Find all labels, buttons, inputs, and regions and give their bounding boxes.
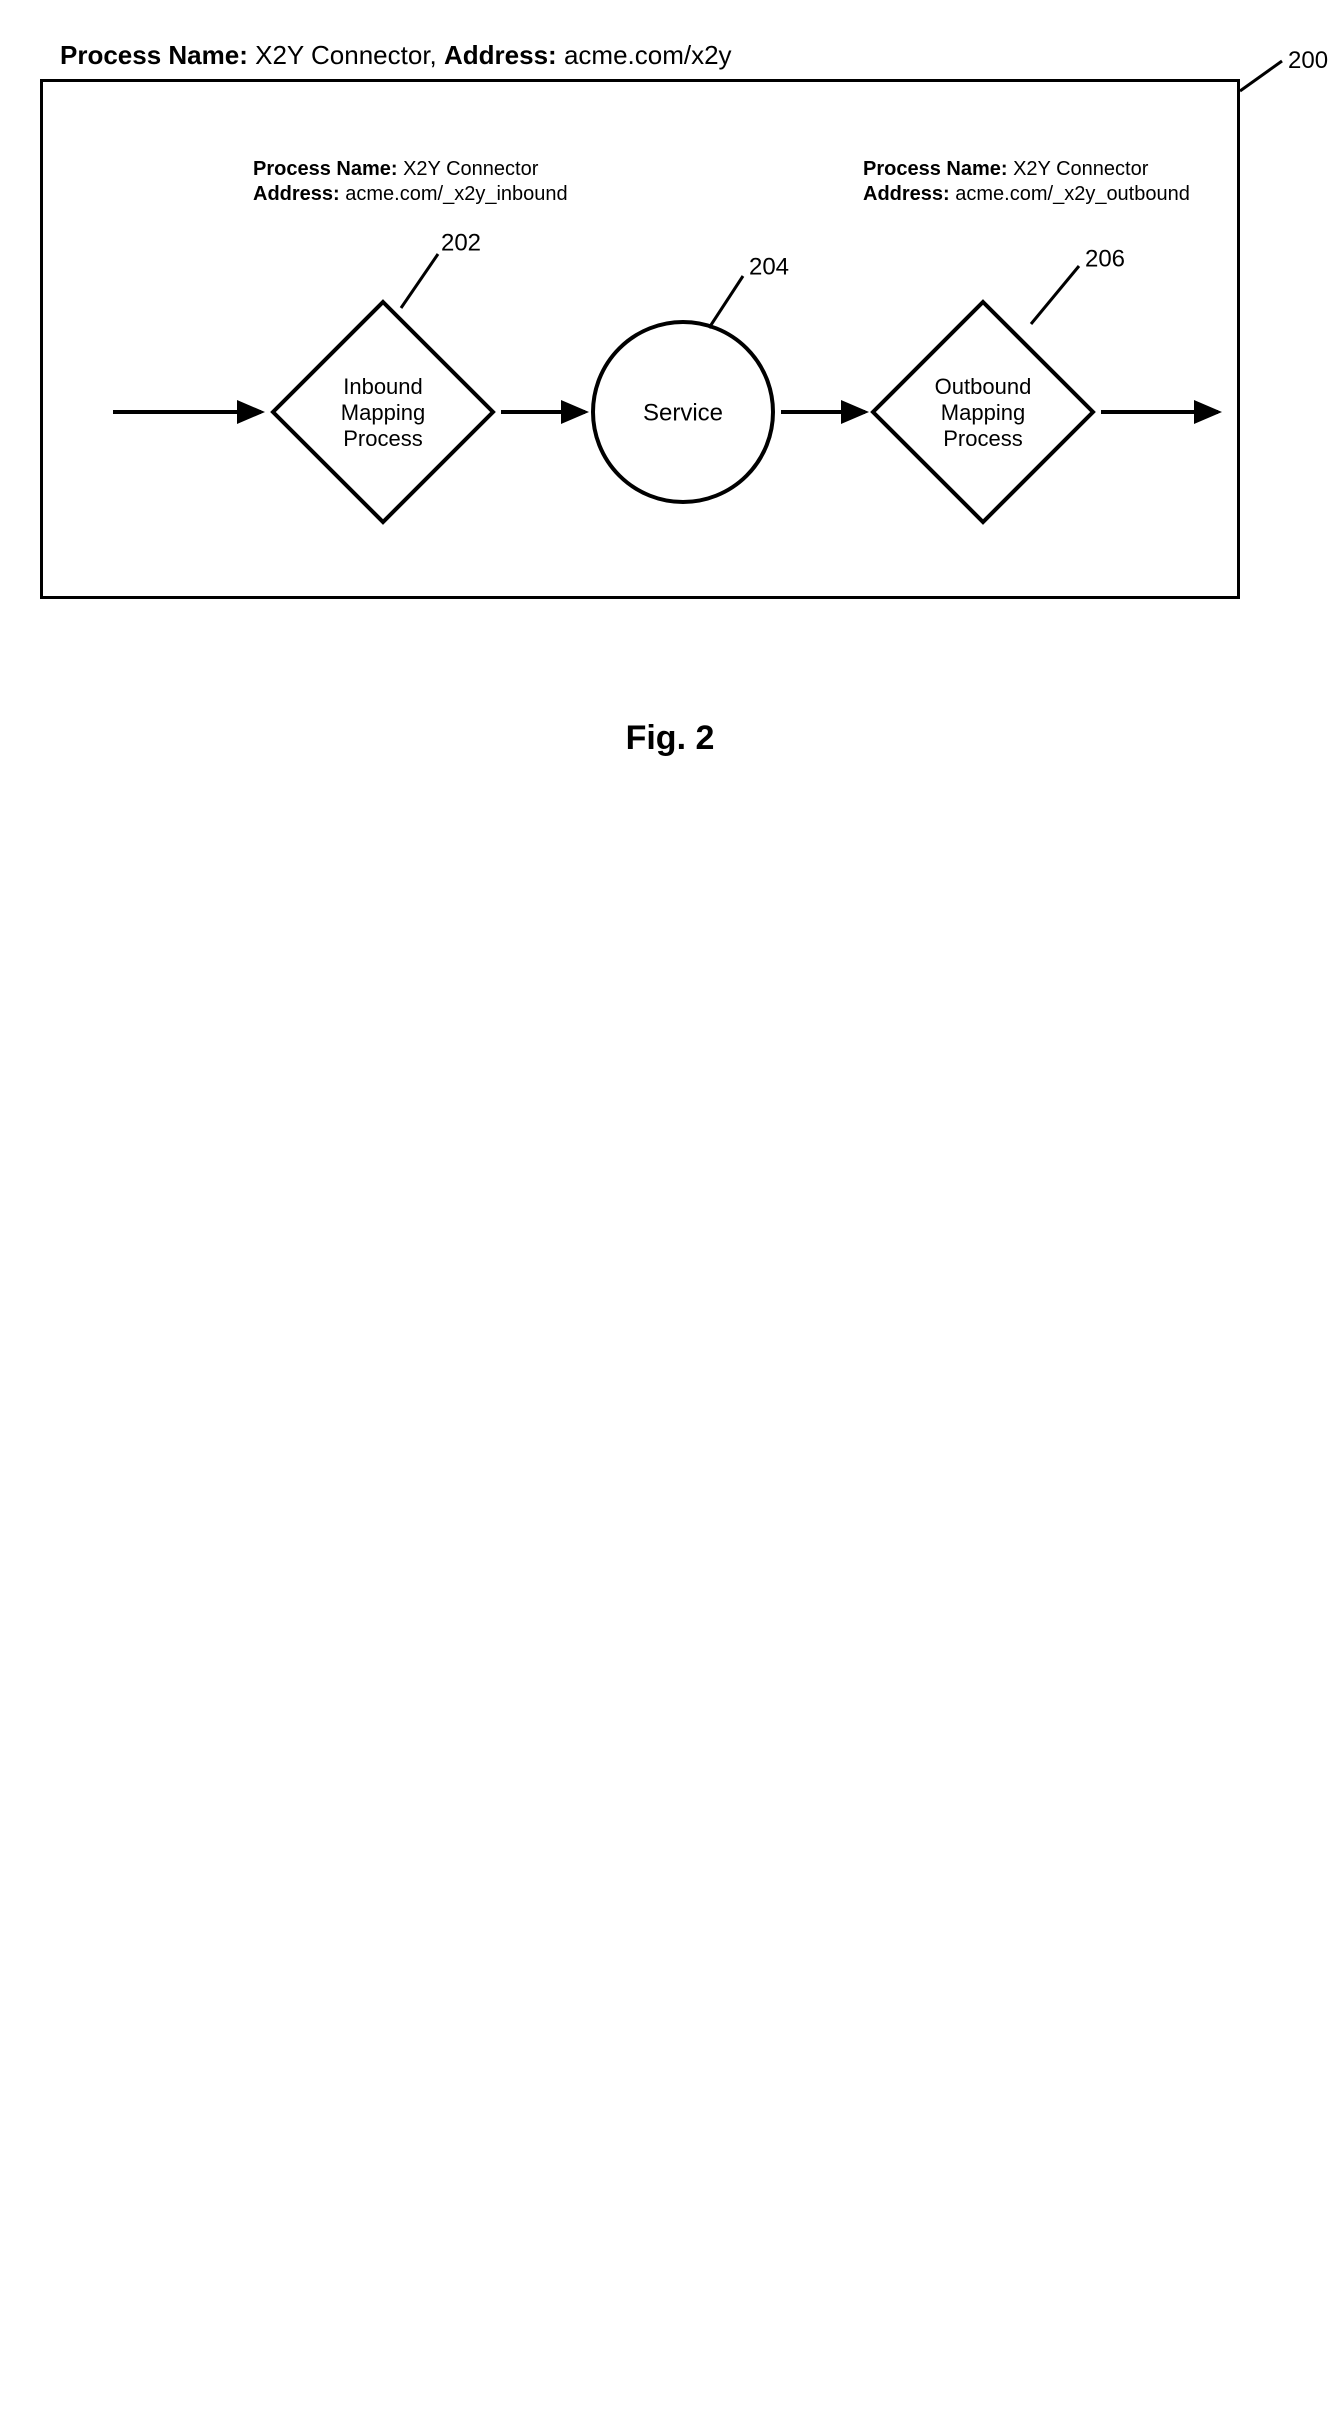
outer-process-box: Process Name: X2Y Connector Address: acm… [40,79,1240,599]
flow-svg: Inbound Mapping Process Service Outbound… [43,82,1243,602]
figure-caption: Fig. 2 [40,719,1300,758]
outbound-line2: Mapping [941,400,1025,425]
service-label: Service [643,399,723,426]
container-wrap: 200 Process Name: X2Y Connector Address:… [40,79,1300,599]
outbound-line3: Process [943,426,1022,451]
ref-206-label: 206 [1085,245,1125,272]
leader-206 [1031,266,1079,324]
inbound-line1: Inbound [343,374,423,399]
ref-200-label: 200 [1288,47,1328,75]
diagram-page: Process Name: X2Y Connector, Address: ac… [40,40,1300,758]
ref-204-label: 204 [749,253,789,280]
leader-202 [401,254,438,308]
inbound-line3: Process [343,426,422,451]
leader-204 [709,276,743,328]
ref-202-label: 202 [441,229,481,256]
inbound-line2: Mapping [341,400,425,425]
outbound-line1: Outbound [935,374,1032,399]
